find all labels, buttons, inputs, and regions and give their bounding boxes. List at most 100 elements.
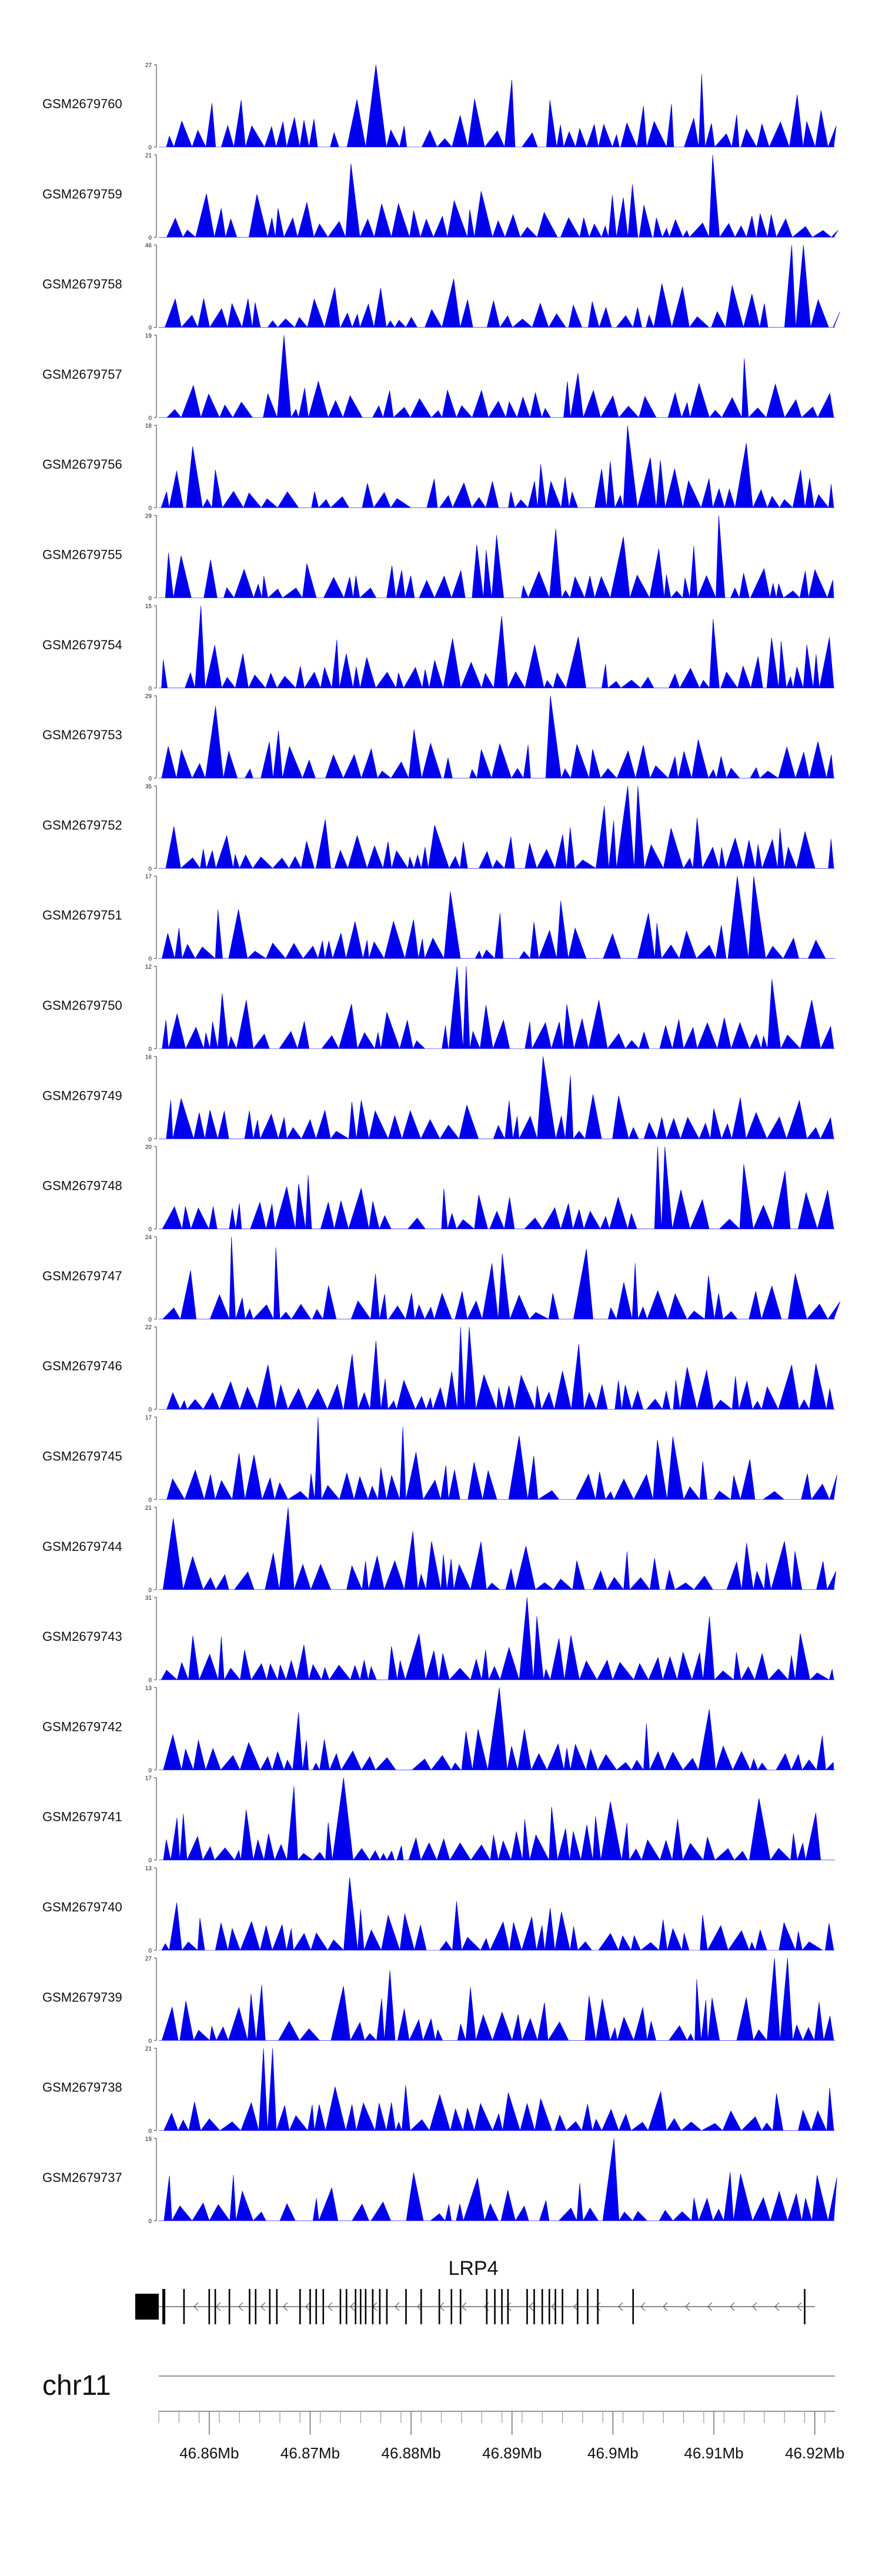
track-y-min-label: 0	[148, 1767, 152, 1774]
track-sample-label: GSM2679745	[42, 1449, 122, 1464]
coverage-track: GSM2679754 15 0	[42, 603, 835, 692]
strand-chevron	[797, 2302, 802, 2311]
coverage-track: GSM2679752 35 0	[42, 783, 835, 872]
track-sample-label: GSM2679750	[42, 998, 122, 1013]
coverage-track: GSM2679738 21 0	[42, 2046, 835, 2135]
gene-exon	[507, 2289, 509, 2324]
coverage-track: GSM2679742 13 0	[42, 1685, 835, 1774]
track-sample-label: GSM2679738	[42, 2080, 122, 2095]
strand-chevron	[573, 2302, 579, 2311]
strand-chevron	[395, 2302, 400, 2311]
track-y-min-label: 0	[148, 235, 152, 241]
gene-exon	[208, 2289, 211, 2324]
strand-chevron	[238, 2302, 243, 2311]
track-y-min-label: 0	[148, 1407, 152, 1413]
coverage-track: GSM2679751 17 0	[42, 874, 835, 963]
track-sample-label: GSM2679758	[42, 277, 122, 292]
track-y-max-label: 17	[145, 1776, 152, 1782]
gene-model-track: LRP4	[135, 2257, 815, 2324]
strand-chevron	[707, 2302, 713, 2311]
coverage-area	[159, 425, 835, 509]
coverage-area	[159, 1777, 835, 1861]
strand-chevron	[730, 2302, 735, 2311]
coverage-track: GSM2679744 21 0	[42, 1505, 837, 1594]
coverage-track: GSM2679756 18 0	[42, 423, 835, 512]
strand-chevron	[350, 2302, 355, 2311]
gene-exon	[554, 2289, 556, 2324]
track-y-min-label: 0	[148, 1317, 152, 1323]
track-y-max-label: 13	[145, 1866, 152, 1872]
coverage-area	[159, 515, 835, 599]
gene-exon	[339, 2289, 342, 2324]
track-y-max-label: 27	[145, 62, 152, 69]
strand-chevron	[305, 2302, 310, 2311]
strand-chevron	[752, 2302, 757, 2311]
track-y-min-label: 0	[148, 1948, 152, 1954]
track-sample-label: GSM2679756	[42, 457, 122, 472]
gene-exon	[405, 2289, 407, 2324]
track-y-min-label: 0	[148, 1046, 152, 1053]
coverage-track: GSM2679739 27 0	[42, 1956, 835, 2044]
track-sample-label: GSM2679742	[42, 1719, 122, 1734]
gene-exon	[359, 2289, 362, 2324]
track-y-max-label: 29	[145, 513, 152, 520]
track-y-max-label: 17	[145, 874, 152, 880]
strand-chevron	[685, 2302, 690, 2311]
track-sample-label: GSM2679740	[42, 1900, 122, 1914]
chromosome-label: chr11	[42, 2370, 111, 2401]
strand-chevron	[640, 2302, 646, 2311]
gene-exon	[632, 2289, 634, 2324]
gene-exon	[183, 2289, 185, 2324]
track-y-max-label: 15	[145, 603, 152, 610]
coverage-area	[159, 1687, 835, 1771]
gene-exon	[450, 2289, 453, 2324]
gene-exon	[587, 2289, 589, 2324]
track-sample-label: GSM2679749	[42, 1088, 122, 1103]
track-y-max-label: 20	[145, 1144, 152, 1151]
coverage-area	[159, 966, 835, 1050]
track-y-max-label: 13	[145, 1685, 152, 1691]
coverage-track: GSM2679755 29 0	[42, 513, 835, 602]
track-y-min-label: 0	[148, 956, 152, 963]
track-y-max-label: 19	[145, 2136, 152, 2143]
gene-name-label: LRP4	[448, 2257, 498, 2280]
track-y-max-label: 46	[145, 243, 152, 249]
track-y-min-label: 0	[148, 2038, 152, 2044]
coverage-area	[159, 1236, 840, 1320]
track-y-min-label: 0	[148, 1677, 152, 1684]
coverage-area	[159, 1417, 837, 1500]
track-y-min-label: 0	[148, 686, 152, 692]
gene-exon	[249, 2289, 250, 2324]
track-y-max-label: 21	[145, 1505, 152, 1511]
gene-exon	[228, 2289, 230, 2324]
coverage-area	[159, 2138, 837, 2222]
gene-exon	[577, 2289, 579, 2324]
coverage-track: GSM2679737 19 0	[42, 2136, 837, 2225]
gene-exon	[526, 2289, 528, 2324]
strand-chevron	[551, 2302, 556, 2311]
track-sample-label: GSM2679743	[42, 1629, 122, 1644]
track-sample-label: GSM2679760	[42, 96, 122, 111]
track-y-max-label: 31	[145, 1595, 152, 1601]
strand-chevron	[283, 2302, 288, 2311]
gene-exon	[548, 2289, 550, 2324]
coverage-area	[159, 155, 838, 238]
coverage-area	[159, 1056, 835, 1140]
strand-chevron	[529, 2302, 534, 2311]
track-y-min-label: 0	[148, 776, 152, 782]
track-sample-label: GSM2679755	[42, 548, 122, 562]
axis-tick-label: 46.88Mb	[382, 2444, 441, 2462]
gene-exon	[804, 2289, 806, 2324]
coverage-track: GSM2679740 13 0	[42, 1866, 835, 1954]
strand-chevron	[618, 2302, 623, 2311]
track-y-max-label: 27	[145, 1956, 152, 1962]
gene-exon	[459, 2289, 462, 2324]
gene-exon	[420, 2289, 422, 2324]
gene-exon	[322, 2289, 325, 2324]
track-y-min-label: 0	[148, 866, 152, 872]
coverage-area	[159, 335, 835, 419]
coverage-area	[159, 1958, 835, 2041]
gene-exon	[315, 2289, 318, 2324]
